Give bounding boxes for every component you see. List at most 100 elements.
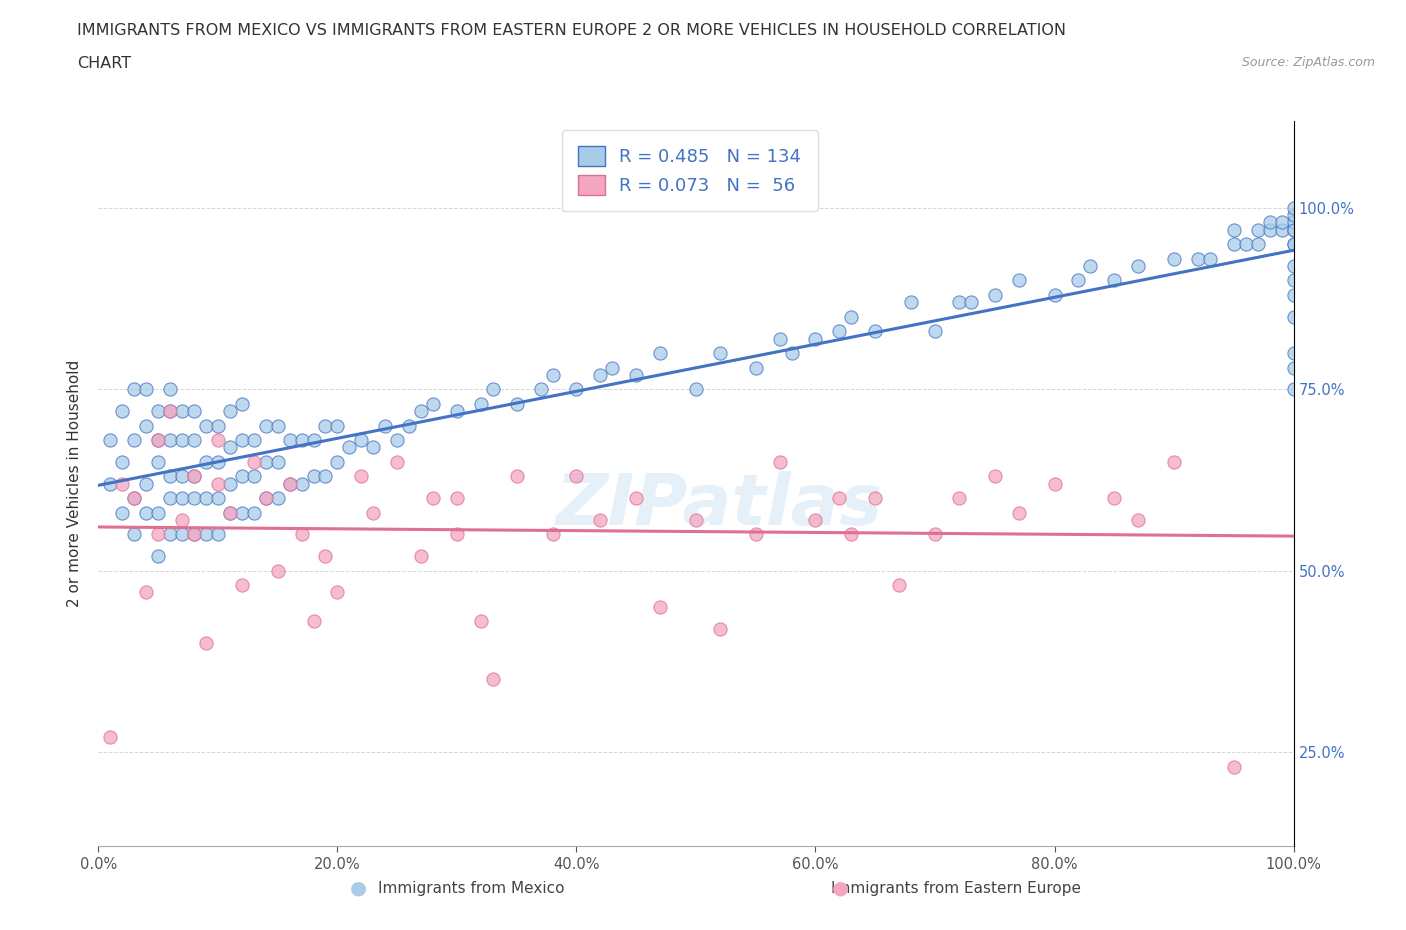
- Point: [350, 469, 373, 484]
- Point: [219, 404, 242, 418]
- Point: [98, 476, 122, 491]
- Point: [804, 512, 827, 527]
- Point: [172, 512, 194, 527]
- Point: [422, 491, 444, 506]
- Point: [363, 505, 385, 520]
- Point: [1222, 759, 1246, 774]
- Text: ●: ●: [350, 879, 367, 897]
- Point: [1043, 287, 1066, 302]
- Point: [231, 469, 253, 484]
- Point: [159, 382, 181, 397]
- Point: [1234, 237, 1257, 252]
- Point: [470, 396, 492, 411]
- Point: [1222, 237, 1246, 252]
- Point: [948, 491, 970, 506]
- Point: [183, 491, 205, 506]
- Point: [254, 491, 277, 506]
- Point: [1198, 251, 1220, 266]
- Point: [243, 432, 266, 447]
- Point: [745, 360, 768, 375]
- Point: [481, 672, 505, 687]
- Point: [1258, 215, 1281, 230]
- Point: [315, 549, 337, 564]
- Point: [363, 440, 385, 455]
- Point: [470, 614, 492, 629]
- Point: [254, 418, 277, 433]
- Point: [685, 512, 707, 527]
- Point: [148, 549, 170, 564]
- Point: [124, 491, 146, 506]
- Point: [1282, 222, 1305, 237]
- Point: [207, 455, 229, 470]
- Point: [446, 527, 468, 542]
- Point: [841, 310, 863, 325]
- Point: [207, 418, 229, 433]
- Point: [148, 404, 170, 418]
- Point: [1282, 201, 1305, 216]
- Point: [948, 295, 970, 310]
- Point: [183, 432, 205, 447]
- Point: [219, 476, 242, 491]
- Point: [889, 578, 911, 592]
- Point: [159, 491, 181, 506]
- Point: [1163, 455, 1185, 470]
- Point: [1080, 259, 1102, 273]
- Point: [411, 404, 433, 418]
- Point: [302, 469, 325, 484]
- Point: [183, 469, 205, 484]
- Point: [231, 578, 253, 592]
- Point: [231, 396, 253, 411]
- Point: [254, 491, 277, 506]
- Point: [159, 469, 181, 484]
- Point: [207, 491, 229, 506]
- Point: [135, 476, 157, 491]
- Point: [648, 600, 672, 615]
- Point: [124, 382, 146, 397]
- Point: [1282, 207, 1305, 222]
- Point: [326, 418, 349, 433]
- Point: [291, 476, 314, 491]
- Point: [589, 512, 612, 527]
- Point: [446, 404, 468, 418]
- Point: [243, 469, 266, 484]
- Point: [172, 432, 194, 447]
- Point: [529, 382, 551, 397]
- Point: [111, 404, 134, 418]
- Point: [291, 527, 314, 542]
- Point: [219, 505, 242, 520]
- Point: [959, 295, 981, 310]
- Point: [1043, 476, 1066, 491]
- Point: [183, 527, 205, 542]
- Point: [1282, 259, 1305, 273]
- Point: [159, 432, 181, 447]
- Point: [172, 469, 194, 484]
- Point: [648, 346, 672, 361]
- Point: [411, 549, 433, 564]
- Point: [124, 527, 146, 542]
- Point: [446, 491, 468, 506]
- Point: [278, 432, 301, 447]
- Point: [709, 621, 731, 636]
- Point: [385, 432, 409, 447]
- Point: [1282, 222, 1305, 237]
- Point: [291, 432, 314, 447]
- Text: ●: ●: [832, 879, 849, 897]
- Point: [219, 505, 242, 520]
- Point: [1067, 273, 1090, 288]
- Point: [267, 418, 290, 433]
- Text: Immigrants from Mexico: Immigrants from Mexico: [378, 881, 564, 896]
- Point: [98, 432, 122, 447]
- Point: [278, 476, 301, 491]
- Point: [506, 396, 529, 411]
- Point: [267, 491, 290, 506]
- Point: [194, 491, 218, 506]
- Point: [278, 476, 301, 491]
- Point: [1282, 360, 1305, 375]
- Point: [194, 455, 218, 470]
- Point: [98, 730, 122, 745]
- Point: [219, 440, 242, 455]
- Point: [339, 440, 360, 455]
- Point: [626, 367, 648, 382]
- Point: [194, 418, 218, 433]
- Point: [194, 636, 218, 651]
